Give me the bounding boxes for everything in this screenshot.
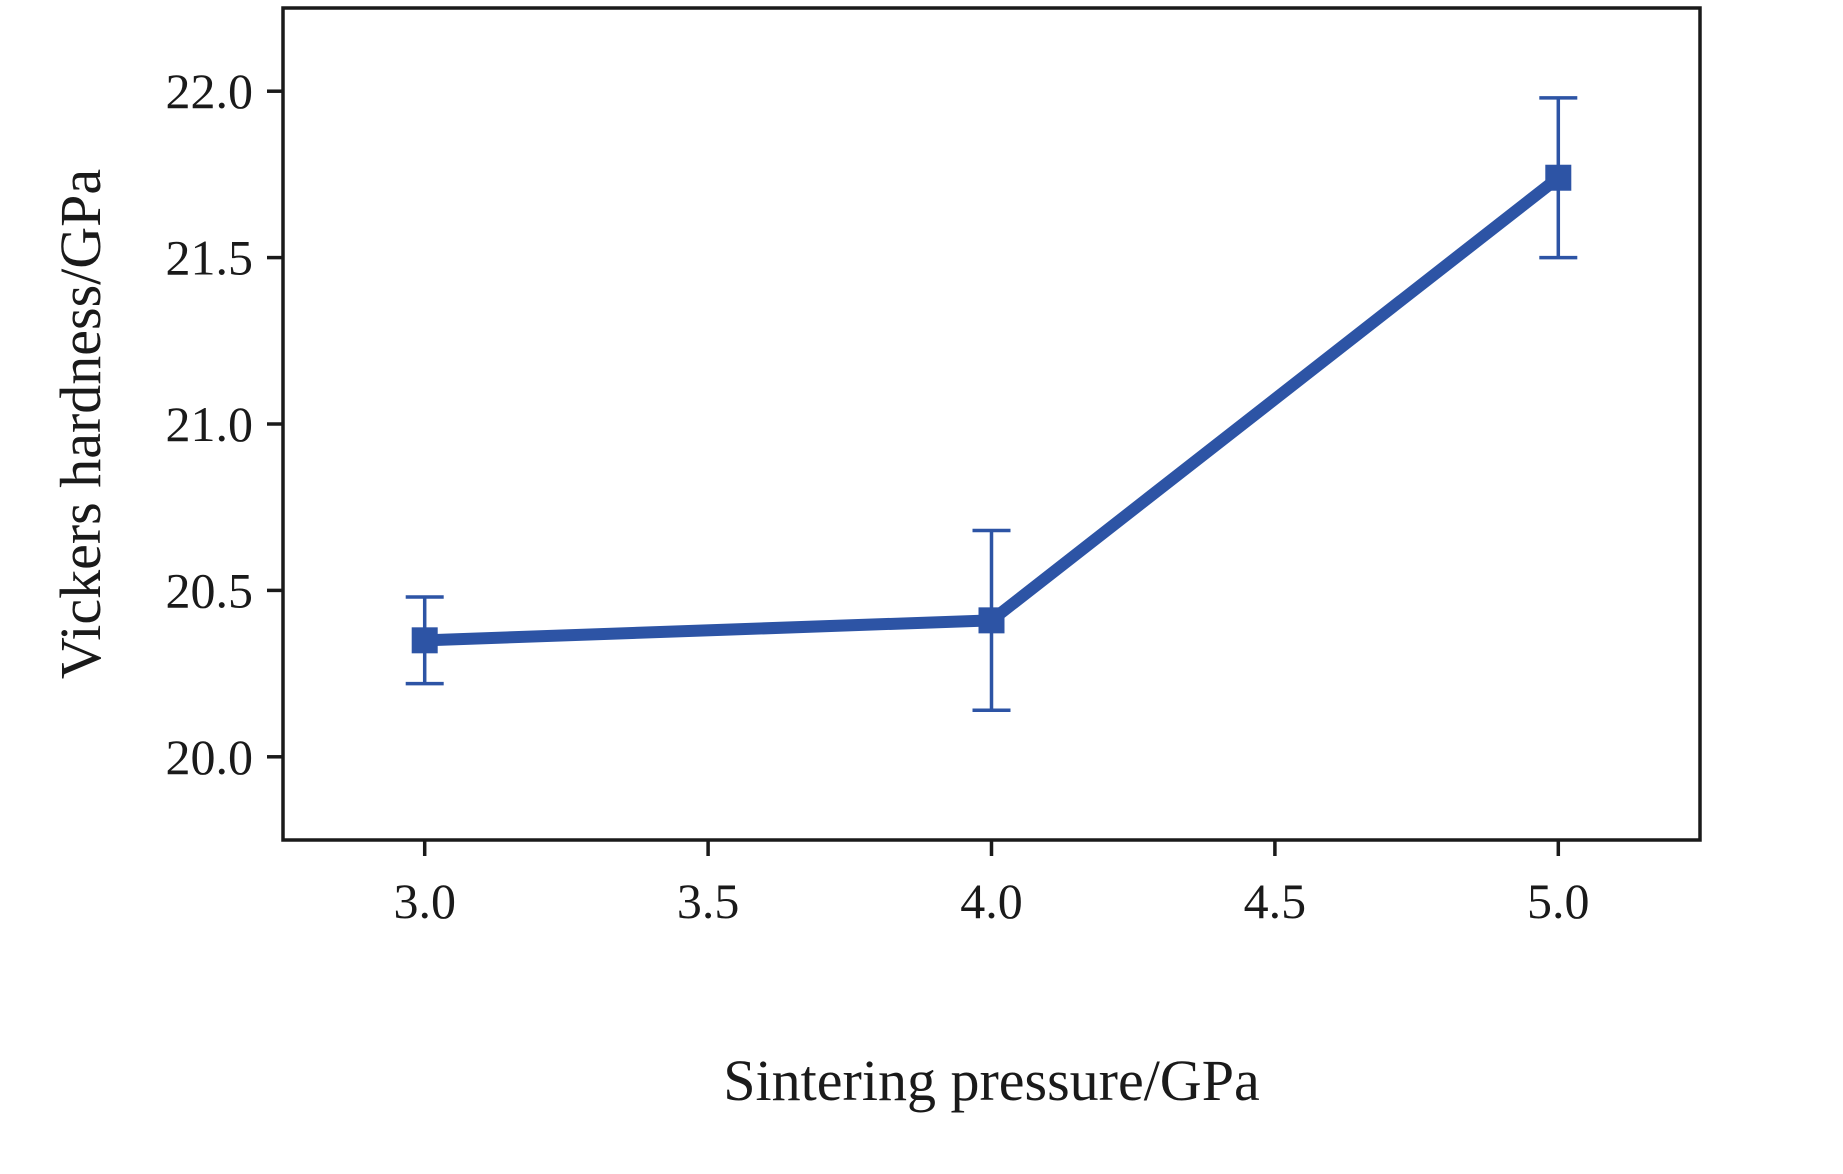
data-point-marker xyxy=(978,607,1005,634)
y-tick-label: 21.0 xyxy=(166,396,254,452)
x-tick-label: 3.5 xyxy=(677,873,740,929)
x-tick-label: 5.0 xyxy=(1527,873,1590,929)
data-point-marker xyxy=(1545,164,1572,191)
y-axis-label: Vickers hardness/GPa xyxy=(48,169,113,679)
y-tick-label: 21.5 xyxy=(166,230,254,286)
x-tick-label: 3.0 xyxy=(393,873,456,929)
y-tick-label: 22.0 xyxy=(166,63,254,119)
y-tick-label: 20.5 xyxy=(166,562,254,618)
x-axis-label: Sintering pressure/GPa xyxy=(723,1048,1259,1113)
x-tick-label: 4.0 xyxy=(960,873,1023,929)
y-tick-label: 20.0 xyxy=(166,729,254,785)
x-tick-label: 4.5 xyxy=(1244,873,1307,929)
data-point-marker xyxy=(411,627,438,654)
